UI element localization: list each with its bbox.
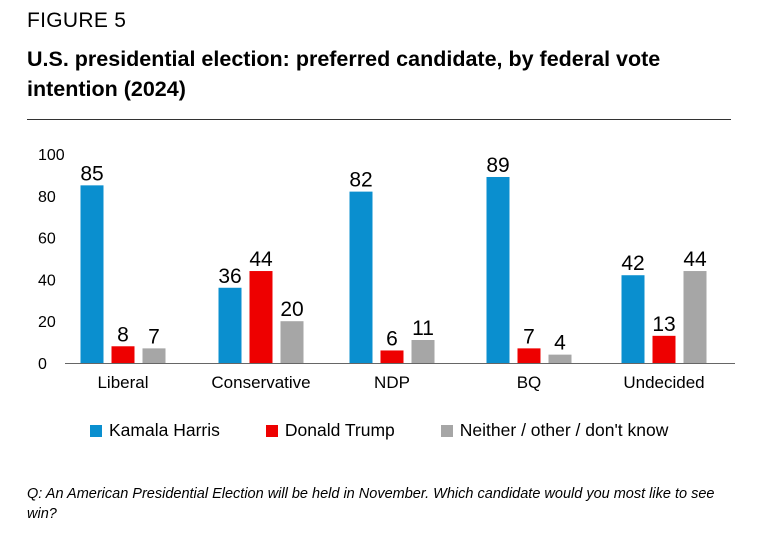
y-tick-label: 20 xyxy=(38,314,56,331)
bar-liberal-donald xyxy=(111,346,135,363)
bar-undecided-donald xyxy=(652,335,676,363)
bar-value-label: 44 xyxy=(249,248,273,271)
legend-swatch xyxy=(265,424,278,437)
figure-label: FIGURE 5 xyxy=(27,9,127,32)
bar-ndp-neither xyxy=(411,340,435,363)
bar-conservative-neither xyxy=(280,321,304,363)
legend-item: Kamala Harris xyxy=(90,420,220,441)
category-label: NDP xyxy=(374,373,410,392)
bar-liberal-kamala xyxy=(80,185,104,363)
y-tick-label: 80 xyxy=(38,189,56,206)
bar-value-label: 7 xyxy=(523,325,535,348)
legend-item: Donald Trump xyxy=(265,420,395,441)
survey-question-footnote: Q: An American Presidential Election wil… xyxy=(27,486,715,522)
legend-label: Donald Trump xyxy=(284,420,395,440)
legend-item: Neither / other / don't know xyxy=(440,420,669,441)
bar-value-label: 42 xyxy=(621,252,644,275)
category-label: Liberal xyxy=(97,373,148,392)
bar-value-label: 7 xyxy=(148,325,160,348)
bar-value-label: 36 xyxy=(218,265,241,288)
y-tick-label: 0 xyxy=(38,356,47,373)
legend-swatch xyxy=(90,424,102,437)
y-tick-label: 40 xyxy=(38,272,56,289)
title-divider xyxy=(27,119,731,120)
bar-bq-donald xyxy=(517,348,541,363)
legend-label: Neither / other / don't know xyxy=(459,420,669,440)
legend-swatch xyxy=(440,424,453,437)
y-tick-label: 60 xyxy=(38,231,56,248)
bar-liberal-neither xyxy=(142,348,166,363)
category-label: BQ xyxy=(517,373,542,392)
bar-value-label: 11 xyxy=(412,317,434,340)
y-tick-label: 100 xyxy=(38,147,65,164)
bar-value-label: 4 xyxy=(554,332,566,355)
category-label: Conservative xyxy=(211,373,310,392)
category-label: Undecided xyxy=(623,373,704,392)
bar-conservative-kamala xyxy=(218,287,242,363)
bar-value-label: 89 xyxy=(486,154,509,177)
chart-legend: Kamala Harris Donald Trump Neither / other… xyxy=(90,420,668,441)
bar-undecided-neither xyxy=(683,271,707,363)
legend-label: Kamala Harris xyxy=(109,420,220,440)
bar-value-label: 20 xyxy=(280,298,303,321)
bar-bq-kamala xyxy=(486,176,510,363)
bar-ndp-donald xyxy=(380,350,404,363)
bar-undecided-kamala xyxy=(621,275,645,363)
bar-value-label: 85 xyxy=(80,162,103,185)
bar-bq-neither xyxy=(548,354,572,363)
bar-conservative-donald xyxy=(249,271,273,363)
bar-value-label: 13 xyxy=(652,313,675,336)
bar-value-label: 6 xyxy=(386,327,398,350)
bar-value-label: 82 xyxy=(349,169,372,192)
chart-title: U.S. presidential election: preferred ca… xyxy=(27,47,661,101)
bar-ndp-kamala xyxy=(349,191,373,363)
bar-value-label: 44 xyxy=(683,248,707,271)
bar-value-label: 8 xyxy=(117,323,129,346)
